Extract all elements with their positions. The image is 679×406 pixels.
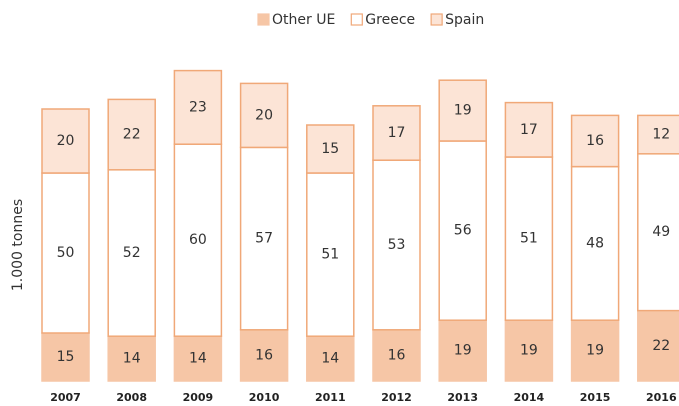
bar-segment: [570, 114, 620, 168]
data-label: 19: [586, 343, 604, 359]
bar-segment: [372, 105, 421, 161]
data-label: 14: [123, 351, 141, 367]
bar-segment: [637, 309, 679, 382]
data-label: 14: [321, 351, 339, 367]
x-tick-label: 2016: [646, 391, 677, 404]
data-label: 22: [123, 127, 141, 143]
bar-segment: [438, 319, 487, 382]
legend-label: Other UE: [272, 12, 335, 28]
data-label: 57: [255, 231, 273, 247]
legend-swatch: [430, 13, 443, 26]
bar-segment: [637, 153, 679, 312]
bar-segment: [438, 79, 487, 142]
legend-label: Greece: [365, 12, 415, 28]
x-tick-label: 2011: [315, 391, 346, 404]
data-label: 17: [388, 125, 406, 141]
data-label: 53: [388, 237, 406, 253]
data-label: 22: [652, 338, 670, 354]
data-label: 15: [57, 349, 75, 365]
data-label: 23: [189, 99, 207, 115]
bar-segment: [41, 172, 90, 334]
bar-segment: [504, 101, 554, 158]
data-label: 19: [454, 343, 472, 359]
x-tick-label: 2014: [514, 391, 545, 404]
bar-segment: [173, 69, 223, 145]
x-tick-label: 2008: [116, 391, 147, 404]
x-tick-label: 2015: [580, 391, 611, 404]
data-label: 50: [57, 245, 75, 261]
bar-segment: [570, 319, 620, 382]
data-label: 14: [189, 351, 207, 367]
bar-segment: [239, 146, 289, 331]
bar-segment: [372, 329, 421, 382]
bar-segment: [107, 98, 156, 171]
bar-segment: [173, 143, 223, 337]
data-label: 20: [57, 133, 75, 149]
bar-segment: [107, 169, 156, 337]
data-label: 15: [321, 141, 339, 157]
x-tick-label: 2013: [447, 391, 478, 404]
bar-segment: [637, 114, 679, 155]
y-axis-label: 1.000 tonnes: [10, 199, 26, 291]
bar-segment: [306, 124, 355, 174]
bar-segment: [173, 335, 223, 382]
data-label: 16: [388, 347, 406, 363]
legend-label: Spain: [445, 12, 484, 28]
bar-segment: [239, 82, 289, 149]
data-label: 19: [454, 103, 472, 119]
data-label: 52: [123, 245, 141, 261]
data-label: 48: [586, 235, 604, 251]
bar-segment: [41, 108, 90, 174]
data-label: 20: [255, 107, 273, 123]
bar-segment: [372, 159, 421, 331]
bar-segment: [438, 140, 487, 321]
x-tick-label: 2009: [183, 391, 214, 404]
bar-segment: [239, 329, 289, 382]
data-label: 49: [652, 224, 670, 240]
legend-swatch: [257, 13, 270, 26]
x-tick-label: 2010: [249, 391, 280, 404]
data-label: 60: [189, 232, 207, 248]
data-label: 12: [652, 127, 670, 143]
data-label: 51: [520, 231, 538, 247]
data-label: 19: [520, 343, 538, 359]
bar-segment: [41, 332, 90, 382]
data-label: 16: [586, 133, 604, 149]
x-tick-label: 2012: [381, 391, 412, 404]
x-tick-label: 2007: [50, 391, 81, 404]
legend-swatch: [350, 13, 363, 26]
bar-segment: [570, 165, 620, 321]
data-label: 56: [454, 223, 472, 239]
data-label: 16: [255, 347, 273, 363]
data-label: 17: [520, 122, 538, 138]
bar-segment: [504, 156, 554, 321]
bar-segment: [107, 335, 156, 382]
bar-segment: [306, 335, 355, 382]
data-label: 51: [321, 247, 339, 263]
